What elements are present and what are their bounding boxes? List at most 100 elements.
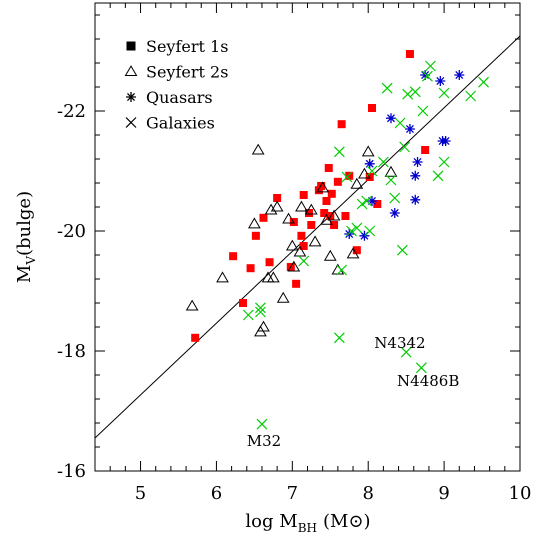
galaxies-point bbox=[465, 90, 477, 102]
seyfert-2s-point bbox=[282, 212, 295, 224]
quasars-point bbox=[389, 208, 400, 218]
x-tick-label: 5 bbox=[135, 483, 146, 504]
seyfert-2s-point bbox=[346, 247, 360, 259]
galaxies-point bbox=[346, 225, 357, 237]
seyfert-1s-point bbox=[297, 231, 306, 240]
galaxies-point bbox=[478, 76, 489, 88]
seyfert-1s-point bbox=[299, 242, 308, 250]
seyfert-1s-point bbox=[341, 212, 350, 220]
legend-marker-quasars bbox=[126, 92, 136, 102]
seyfert-1s-point bbox=[373, 200, 382, 208]
seyfert-2s-point bbox=[285, 239, 299, 251]
seyfert-1s-point bbox=[251, 231, 260, 240]
galaxies-point bbox=[366, 165, 378, 177]
galaxies-point bbox=[389, 192, 401, 204]
x-tick-label: 10 bbox=[509, 483, 532, 504]
galaxies-point bbox=[421, 70, 433, 82]
axis-tick-labels: 5 6 7 8 9 10 -22 -20 -18 -16 bbox=[57, 101, 531, 504]
seyfert-1s-point bbox=[333, 177, 342, 186]
seyfert-1s-point bbox=[368, 104, 377, 112]
seyfert-2s-point bbox=[350, 177, 364, 189]
y-axis-label-sub: V bbox=[24, 256, 38, 266]
x-axis-label-unit: (M⊙) bbox=[323, 511, 371, 532]
quasars-point bbox=[367, 196, 378, 206]
galaxies-point bbox=[385, 174, 397, 186]
seyfert-1s-point bbox=[238, 299, 247, 307]
seyfert-1s-point bbox=[305, 209, 314, 217]
axis-ticks bbox=[94, 3, 521, 472]
galaxies-point bbox=[298, 255, 310, 267]
galaxies-point bbox=[415, 362, 427, 374]
seyfert-2s-point bbox=[266, 271, 280, 283]
seyfert-1s-point bbox=[229, 252, 238, 261]
fit-line bbox=[94, 35, 521, 439]
seyfert-1s-point bbox=[326, 212, 335, 220]
seyfert-1s-point bbox=[314, 186, 323, 195]
galaxies-point bbox=[255, 306, 266, 318]
galaxies-point bbox=[242, 309, 254, 321]
seyfert-2s-point bbox=[304, 203, 318, 215]
galaxies-point bbox=[364, 225, 376, 237]
seyfert-2s-point bbox=[270, 200, 284, 212]
legend-marker-galaxies bbox=[125, 117, 137, 128]
legend-label-seyfert-1s: Seyfert 1s bbox=[146, 37, 228, 56]
galaxies-point bbox=[396, 244, 408, 256]
galaxies-point bbox=[336, 264, 348, 276]
seyfert-1s-point bbox=[421, 146, 430, 154]
seyfert-2s-point bbox=[287, 260, 301, 272]
seyfert-2s-point bbox=[264, 203, 278, 215]
data-points bbox=[185, 50, 489, 430]
galaxies-point bbox=[356, 198, 368, 210]
seyfert-1s-point bbox=[352, 246, 361, 255]
seyfert-2s-point bbox=[185, 299, 199, 311]
seyfert-1s-point bbox=[307, 221, 316, 229]
seyfert-1s-point bbox=[191, 333, 200, 342]
galaxies-point bbox=[377, 156, 389, 168]
annotation-label: N4486B bbox=[397, 372, 459, 390]
galaxies-point bbox=[255, 302, 266, 314]
seyfert-1s-point bbox=[265, 258, 274, 267]
seyfert-1s-point bbox=[405, 50, 414, 58]
galaxies-point bbox=[333, 332, 345, 344]
seyfert-2s-point bbox=[358, 167, 371, 179]
x-tick-label: 8 bbox=[362, 483, 373, 504]
seyfert-1s-point bbox=[345, 171, 354, 180]
y-axis-label: MV(bulge) bbox=[14, 191, 38, 283]
x-tick-label: 7 bbox=[287, 483, 298, 504]
quasars-point bbox=[410, 194, 421, 205]
galaxies-point bbox=[361, 195, 373, 207]
x-tick-label: 6 bbox=[211, 483, 222, 504]
seyfert-1s-point bbox=[322, 197, 331, 205]
x-tick-label: 9 bbox=[438, 483, 449, 504]
quasars-point bbox=[404, 124, 415, 134]
seyfert-2s-point bbox=[316, 181, 330, 193]
seyfert-1s-point bbox=[327, 189, 336, 198]
seyfert-2s-point bbox=[257, 320, 270, 332]
galaxies-point bbox=[402, 88, 414, 100]
quasars-point bbox=[454, 70, 465, 80]
seyfert-2s-point bbox=[361, 145, 375, 157]
quasars-point bbox=[385, 113, 396, 124]
annotation-label: N4342 bbox=[374, 334, 425, 352]
seyfert-2s-point bbox=[308, 235, 322, 247]
legend-label-galaxies: Galaxies bbox=[146, 114, 215, 133]
y-tick-label: -22 bbox=[57, 101, 86, 122]
seyfert-2s-point bbox=[327, 209, 341, 221]
y-tick-label: -20 bbox=[57, 221, 86, 242]
seyfert-1s-point bbox=[259, 213, 268, 222]
seyfert-2s-point bbox=[248, 217, 261, 229]
annotation-label: M32 bbox=[247, 432, 281, 450]
seyfert-1s-point bbox=[299, 191, 308, 199]
x-axis-label: log MBH (M⊙) bbox=[245, 511, 370, 535]
seyfert-1s-point bbox=[324, 164, 333, 172]
legend-marker-seyfert-1s bbox=[126, 41, 136, 51]
legend-label-seyfert-2s: Seyfert 2s bbox=[146, 63, 228, 82]
galaxies-point bbox=[333, 146, 345, 158]
legend-label-quasars: Quasars bbox=[146, 88, 213, 107]
galaxies-point bbox=[438, 156, 450, 168]
galaxies-point bbox=[341, 171, 353, 183]
galaxies-point bbox=[432, 170, 444, 182]
seyfert-2s-point bbox=[276, 291, 290, 303]
quasars-point bbox=[420, 70, 431, 80]
quasars-point bbox=[412, 157, 423, 167]
